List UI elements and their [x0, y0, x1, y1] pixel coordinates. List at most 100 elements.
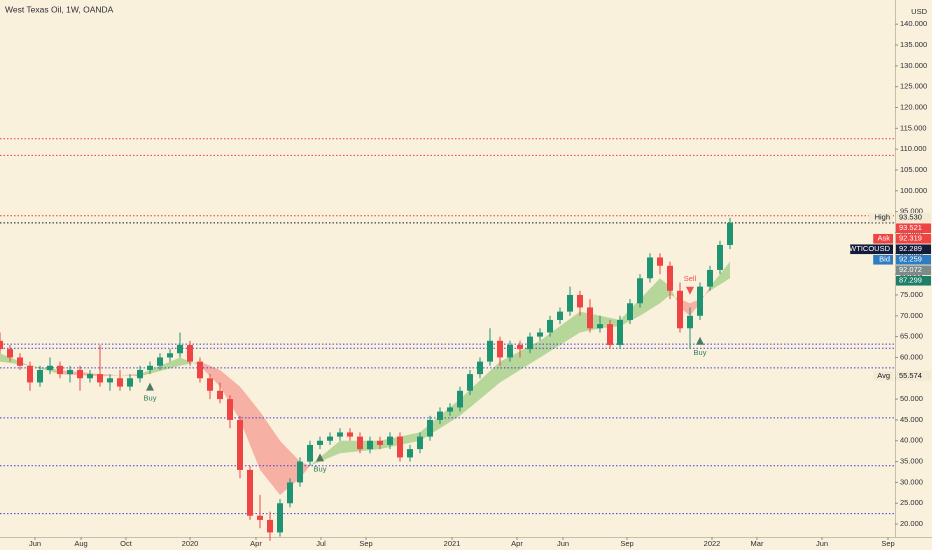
y-tick-label: 110.000 — [900, 144, 927, 153]
price-tag-value: 92.289 — [899, 244, 922, 253]
price-tag-name-box — [868, 212, 893, 223]
candle-body — [617, 319, 623, 345]
candle-body — [97, 374, 103, 383]
candle-body — [717, 244, 723, 270]
y-tick-label: 25.000 — [900, 498, 923, 507]
candle-body — [637, 278, 643, 304]
x-tick-label: Sep — [881, 539, 894, 548]
candle-body — [157, 357, 163, 366]
candle-body — [657, 257, 663, 266]
ribbon-segment — [460, 361, 500, 416]
candle-body — [427, 419, 433, 437]
candle-body — [287, 482, 293, 504]
candle-body — [77, 369, 83, 379]
y-tick-label: 100.000 — [900, 186, 927, 195]
candle-body — [447, 407, 453, 412]
price-tag-box — [896, 275, 931, 286]
candle-body — [667, 265, 673, 291]
candle-body — [457, 390, 463, 408]
x-tick-label: Sep — [359, 539, 372, 548]
candle-body — [537, 332, 543, 337]
price-tag-value: 92.319 — [899, 234, 922, 243]
y-tick-label: 30.000 — [900, 477, 923, 486]
x-tick-label: Aug — [74, 539, 87, 548]
ribbon-segment — [30, 365, 60, 375]
candle-body — [47, 365, 53, 370]
y-tick-label: 95.000 — [900, 207, 923, 216]
candle-body — [247, 469, 253, 516]
x-tick-label: Apr — [511, 539, 523, 548]
y-tick-label: 65.000 — [900, 332, 923, 341]
candle-body — [567, 294, 573, 312]
y-tick-label: 40.000 — [900, 436, 923, 445]
candle-body — [357, 436, 363, 450]
candle-body — [107, 378, 113, 383]
candle-body — [297, 461, 303, 483]
candle-body — [217, 390, 223, 400]
price-tag-name-box — [873, 233, 893, 244]
price-tag-name: Avg — [877, 371, 890, 380]
candle-body — [647, 257, 653, 279]
candle-body — [437, 411, 443, 420]
candle-body — [117, 378, 123, 387]
candle-body — [377, 440, 383, 445]
price-tag-value: 93.530 — [899, 213, 922, 222]
candle-body — [317, 440, 323, 445]
candle-body — [207, 378, 213, 391]
candle-body — [127, 378, 133, 387]
ribbon-segment — [670, 286, 680, 308]
candle-body — [87, 374, 93, 379]
candle-body — [477, 361, 483, 375]
y-tick-label: 105.000 — [900, 165, 927, 174]
candle-body — [367, 440, 373, 450]
x-tick-label: Jun — [557, 539, 569, 548]
ribbon-segment — [640, 278, 660, 316]
candle-body — [627, 303, 633, 320]
signal-label: Sell — [684, 274, 697, 283]
candle-body — [37, 369, 43, 383]
candle-body — [177, 344, 183, 354]
candle-body — [0, 340, 3, 350]
ribbon-segment — [240, 386, 260, 470]
candle-body — [237, 419, 243, 470]
x-tick-label: 2021 — [444, 539, 461, 548]
signal-marker — [696, 336, 704, 345]
candle-body — [57, 365, 63, 375]
candle-body — [487, 340, 493, 362]
y-tick-label: 20.000 — [900, 519, 923, 528]
candle-body — [327, 436, 333, 441]
candle-body — [17, 357, 23, 366]
y-tick-label: 130.000 — [900, 61, 927, 70]
y-tick-label: 70.000 — [900, 311, 923, 320]
x-tick-label: Jun — [816, 539, 828, 548]
candle-body — [167, 353, 173, 358]
candle-body — [257, 515, 263, 520]
price-tag-value: 93.521 — [899, 223, 922, 232]
candle-body — [307, 444, 313, 462]
price-tag-box — [896, 212, 931, 223]
signal-marker — [316, 453, 324, 462]
candle-body — [507, 344, 513, 358]
candle-body — [467, 374, 473, 391]
x-tick-label: 2022 — [704, 539, 721, 548]
candle-body — [227, 399, 233, 420]
x-tick-label: Mar — [751, 539, 764, 548]
signal-label: Buy — [694, 348, 707, 357]
candle-body — [607, 324, 613, 345]
candle-body — [587, 307, 593, 329]
candle-body — [707, 269, 713, 287]
y-tick-label: 115.000 — [900, 123, 927, 132]
candle-body — [677, 290, 683, 329]
price-tag-name-box — [873, 371, 893, 381]
x-tick-label: Oct — [120, 539, 133, 548]
candle-body — [197, 361, 203, 379]
currency-label: USD — [911, 7, 927, 16]
price-tag-name: High — [875, 213, 890, 222]
candle-body — [387, 436, 393, 445]
candle-body — [597, 324, 603, 329]
y-tick-label: 135.000 — [900, 40, 927, 49]
signal-label: Buy — [314, 464, 327, 473]
y-tick-label: 140.000 — [900, 19, 927, 28]
